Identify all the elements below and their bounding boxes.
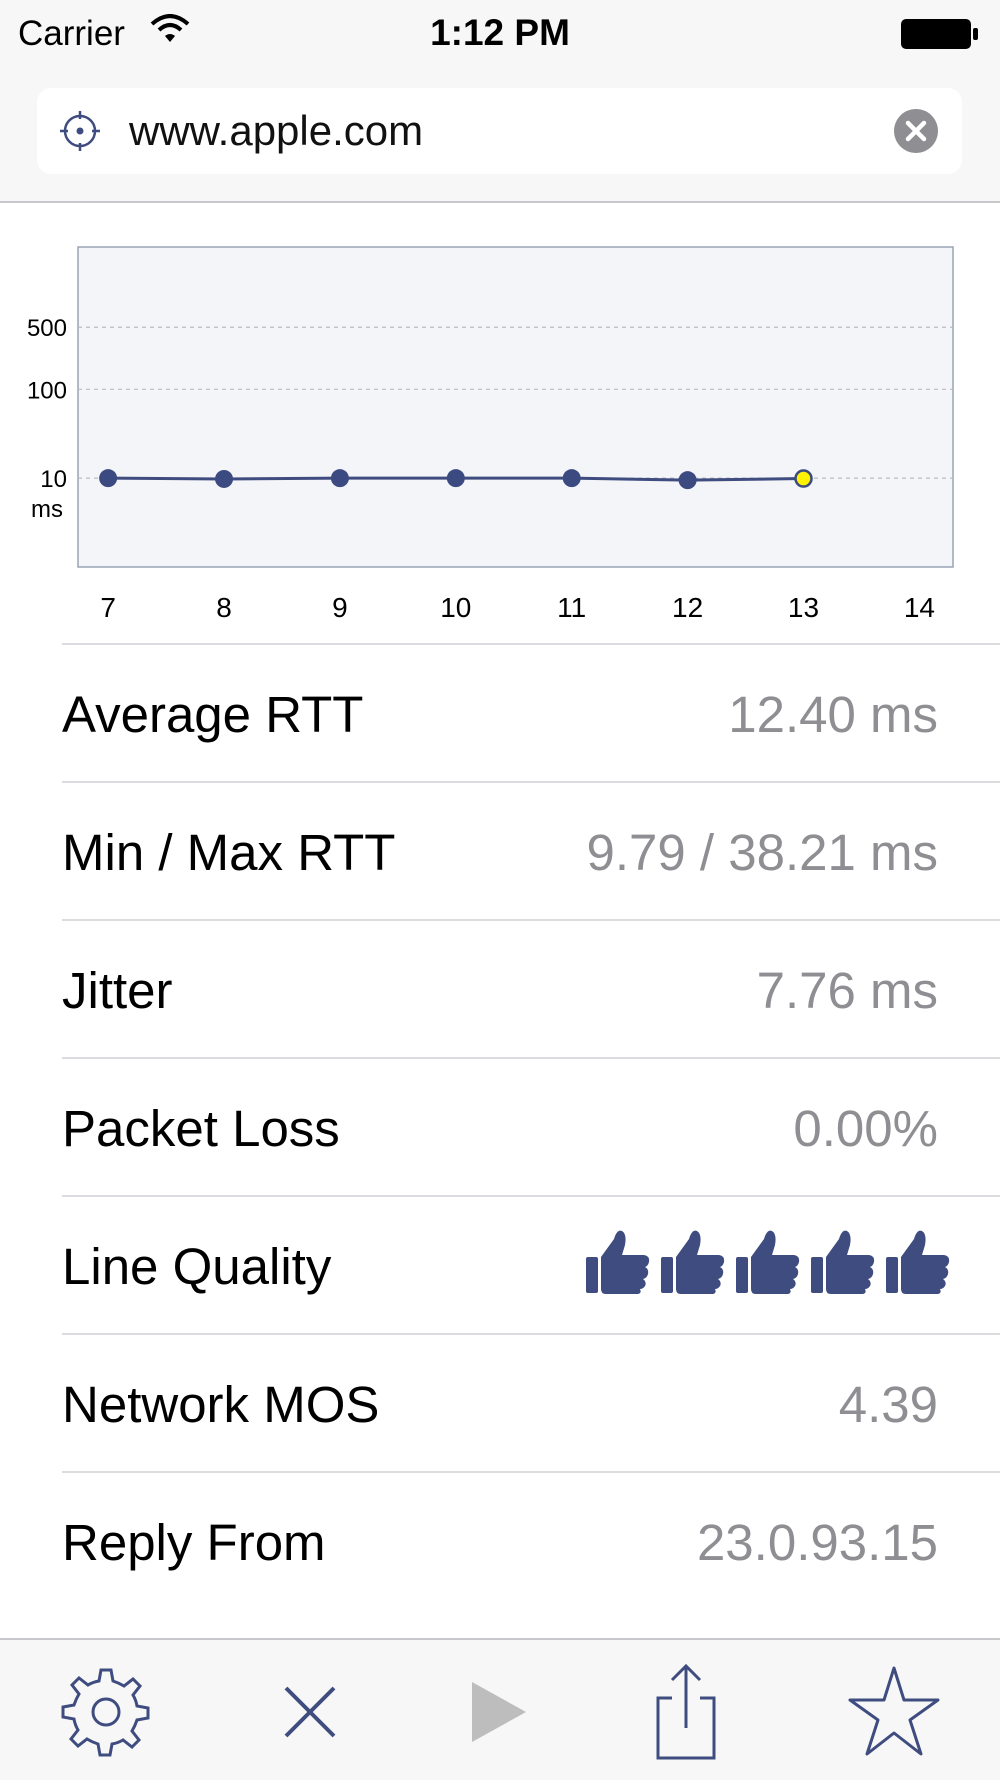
stat-label: Jitter [62,962,173,1019]
thumbs-up-icon [811,1227,875,1300]
stat-value: 12.40 ms [728,686,938,743]
status-bar: Carrier 1:12 PM [0,0,1000,66]
stop-button[interactable] [260,1662,360,1762]
host-value[interactable]: www.apple.com [129,107,424,154]
thumbs-up-icon [586,1227,650,1300]
close-icon [284,1686,336,1738]
data-point [215,469,234,488]
plot-area [77,246,954,568]
locate-icon[interactable] [59,110,101,157]
settings-button[interactable] [56,1662,156,1762]
host-input[interactable]: www.apple.com [37,88,962,174]
stat-row-min-max-rtt: Min / Max RTT 9.79 / 38.21 ms [62,781,1000,919]
x-tick-label: 13 [788,592,819,623]
data-point [330,469,349,488]
stat-label: Min / Max RTT [62,824,396,881]
y-tick-label: 10 [40,466,67,493]
x-tick-label: 8 [216,592,232,623]
thumbs-up-icon [736,1227,800,1300]
x-tick-label: 11 [557,592,586,623]
stats-list: Average RTT 12.40 ms Min / Max RTT 9.79 … [62,643,1000,1609]
x-tick-label: 9 [332,592,348,623]
data-point [446,469,465,488]
stat-label: Reply From [62,1514,326,1571]
stat-value: 4.39 [838,1376,938,1433]
stat-label: Network MOS [62,1376,380,1433]
share-button[interactable] [636,1662,736,1762]
wifi-icon [150,14,190,49]
stat-label: Average RTT [62,686,364,743]
y-unit-label: ms [31,496,63,523]
rtt-chart: 500 100 10 ms 7 8 9 10 11 12 13 14 [0,202,1000,642]
stat-value: 23.0.93.15 [696,1514,938,1571]
star-icon [848,1666,940,1756]
stat-label: Line Quality [62,1238,332,1295]
battery-icon [900,18,980,55]
play-icon [472,1682,526,1742]
stat-row-reply-from: Reply From 23.0.93.15 [62,1471,1000,1609]
y-tick-label: 100 [27,377,67,404]
y-tick-label: 500 [27,315,67,342]
stat-label: Packet Loss [62,1100,340,1157]
data-point [99,469,118,488]
data-point [678,471,697,490]
data-point [562,469,581,488]
stat-row-packet-loss: Packet Loss 0.00% [62,1057,1000,1195]
stat-value: 0.00% [793,1100,938,1157]
clear-icon[interactable] [894,109,938,158]
stat-row-average-rtt: Average RTT 12.40 ms [62,643,1000,781]
stat-value: 7.76 ms [756,962,938,1019]
status-time: 1:12 PM [430,12,570,53]
x-tick-label: 14 [904,592,935,623]
x-tick-label: 10 [440,592,471,623]
data-point-latest [794,469,813,488]
thumbs-up-icon [661,1227,725,1300]
share-icon [656,1663,716,1760]
carrier-label: Carrier [18,14,125,53]
x-tick-label: 12 [672,592,703,623]
line-quality-rating [586,1227,950,1300]
stat-row-jitter: Jitter 7.76 ms [62,919,1000,1057]
x-tick-label: 7 [100,592,116,623]
host-bar: www.apple.com [0,66,1000,203]
favorite-button[interactable] [844,1662,944,1762]
stat-value: 9.79 / 38.21 ms [586,824,938,881]
rtt-chart-svg: 500 100 10 ms 7 8 9 10 11 12 13 14 [27,246,954,623]
stat-row-line-quality: Line Quality [62,1195,1000,1333]
thumbs-up-icon [886,1227,950,1300]
stat-row-network-mos: Network MOS 4.39 [62,1333,1000,1471]
start-button[interactable] [450,1662,550,1762]
gear-icon [61,1668,150,1757]
bottom-toolbar [0,1638,1000,1780]
